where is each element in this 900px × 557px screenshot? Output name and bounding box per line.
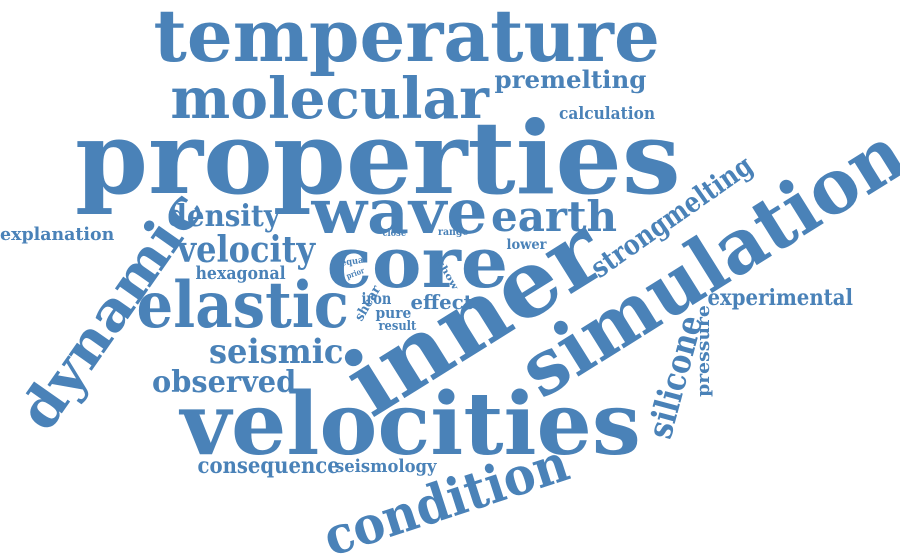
word-premelting: premelting — [494, 65, 646, 94]
word-temperature: temperature — [152, 0, 660, 78]
word-experimental: experimental — [706, 285, 853, 311]
word-velocities: velocities — [179, 374, 641, 475]
word-iron: iron — [360, 289, 391, 308]
word-seismic: seismic — [208, 332, 344, 372]
word-wave: wave — [311, 175, 487, 248]
word-earth: earth — [491, 192, 617, 241]
word-explanation: explanation — [0, 224, 115, 245]
word-observed: observed — [152, 365, 297, 400]
word-elastic: elastic — [136, 268, 349, 343]
word-density: density — [166, 199, 280, 234]
word-close: close — [381, 228, 406, 239]
word-result: result — [377, 318, 416, 334]
word-calculation: calculation — [558, 103, 656, 124]
word-pure: pure — [374, 303, 411, 322]
word-velocity: velocity — [177, 229, 315, 271]
word-properties: properties — [74, 99, 681, 217]
word-pressure: pressure — [692, 305, 714, 397]
word-consequence: consequence — [197, 453, 340, 479]
word-molecular: molecular — [169, 66, 489, 132]
word-range: range — [438, 227, 469, 238]
word-hexagonal: hexagonal — [194, 263, 286, 284]
word-core: core — [326, 221, 508, 304]
word-seismology: seismology — [334, 456, 437, 477]
word-lower: lower — [506, 237, 546, 253]
word-effect: effect — [410, 290, 473, 314]
